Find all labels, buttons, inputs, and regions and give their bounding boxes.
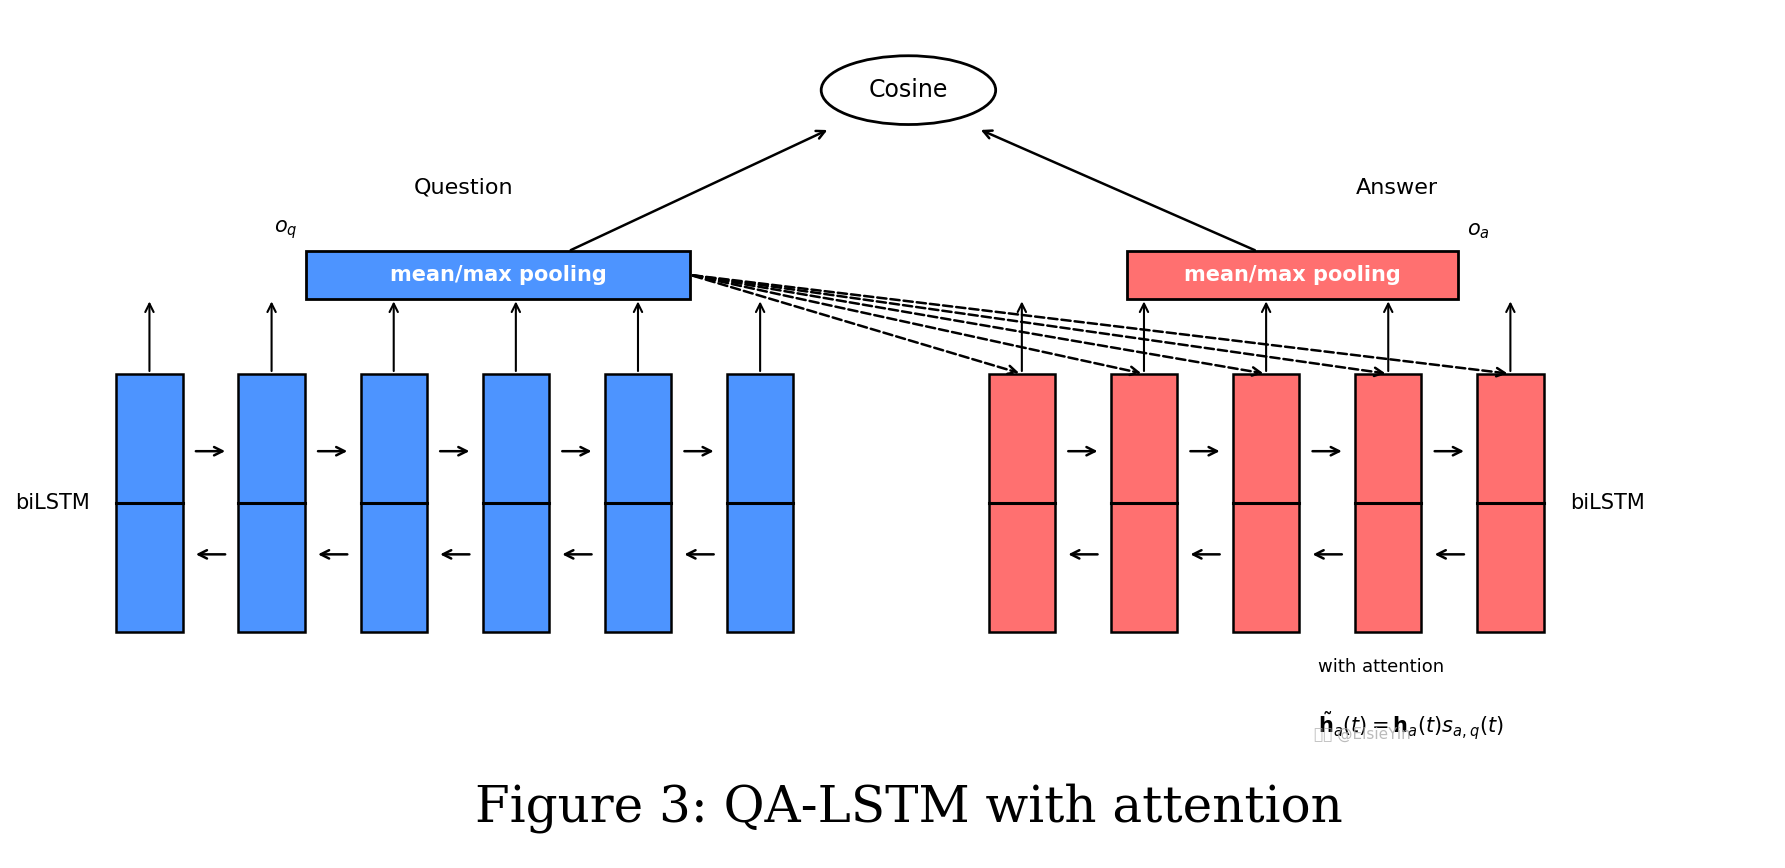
FancyBboxPatch shape	[1110, 374, 1176, 632]
Text: Question: Question	[414, 178, 514, 198]
Text: Answer: Answer	[1357, 178, 1439, 198]
Text: mean/max pooling: mean/max pooling	[391, 265, 607, 285]
Text: mean/max pooling: mean/max pooling	[1183, 265, 1401, 285]
FancyBboxPatch shape	[1233, 374, 1299, 632]
Text: Cosine: Cosine	[869, 78, 948, 102]
FancyBboxPatch shape	[482, 374, 550, 632]
Text: biLSTM: biLSTM	[1569, 493, 1644, 513]
FancyBboxPatch shape	[116, 374, 182, 632]
FancyBboxPatch shape	[239, 374, 305, 632]
Text: Figure 3: QA-LSTM with attention: Figure 3: QA-LSTM with attention	[475, 783, 1342, 833]
FancyBboxPatch shape	[605, 374, 671, 632]
FancyBboxPatch shape	[1478, 374, 1544, 632]
FancyBboxPatch shape	[361, 374, 427, 632]
FancyBboxPatch shape	[989, 374, 1055, 632]
FancyBboxPatch shape	[307, 252, 691, 299]
Ellipse shape	[821, 56, 996, 124]
Text: with attention: with attention	[1319, 658, 1444, 675]
Text: $\tilde{\mathbf{h}}_a(t) = \mathbf{h}_a(t)s_{a,q}(t)$: $\tilde{\mathbf{h}}_a(t) = \mathbf{h}_a(…	[1319, 709, 1505, 742]
FancyBboxPatch shape	[1126, 252, 1458, 299]
Text: biLSTM: biLSTM	[16, 493, 89, 513]
FancyBboxPatch shape	[1355, 374, 1421, 632]
Text: 知乎 @ElsieYin: 知乎 @ElsieYin	[1314, 727, 1410, 742]
Text: $o_q$: $o_q$	[275, 218, 298, 240]
FancyBboxPatch shape	[726, 374, 793, 632]
Text: $o_a$: $o_a$	[1467, 220, 1489, 240]
